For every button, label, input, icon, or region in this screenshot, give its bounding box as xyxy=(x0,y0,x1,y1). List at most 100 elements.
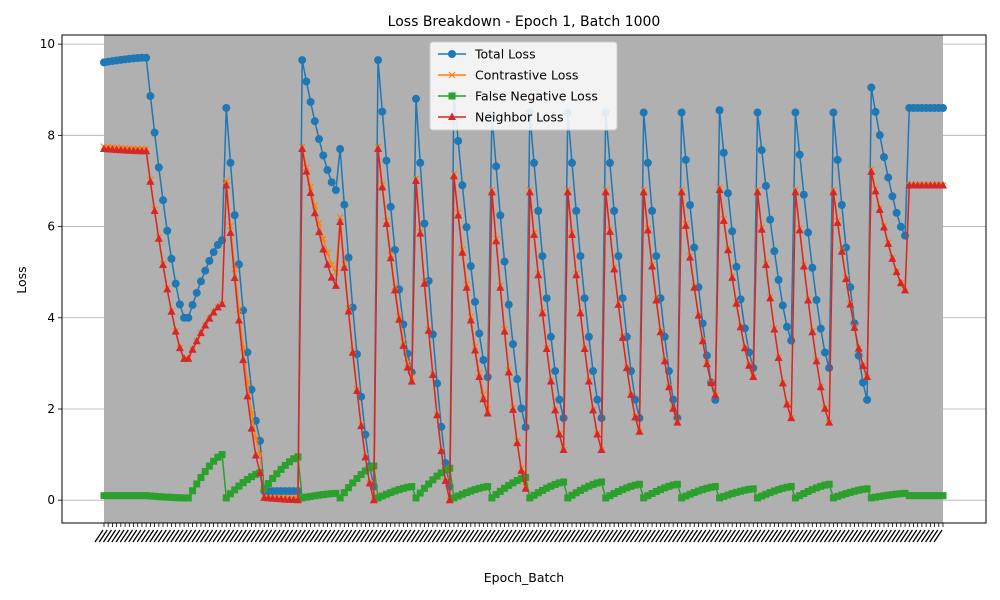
data-point xyxy=(551,367,560,376)
data-point xyxy=(196,277,205,286)
data-point xyxy=(154,234,163,242)
data-point xyxy=(867,167,876,175)
data-point xyxy=(635,427,644,435)
x-tick-label-mark xyxy=(933,529,943,543)
axes-border xyxy=(61,34,987,524)
x-tick-label-mark xyxy=(199,529,209,543)
x-tick-label-mark xyxy=(811,529,821,543)
data-point xyxy=(479,394,488,403)
data-point xyxy=(610,264,619,273)
data-point xyxy=(791,187,800,196)
data-point xyxy=(694,311,703,319)
data-point xyxy=(332,268,340,276)
data-point xyxy=(323,490,331,498)
data-point xyxy=(479,483,487,491)
data-point xyxy=(762,490,770,498)
data-point xyxy=(286,458,294,466)
data-point xyxy=(319,491,327,499)
data-point xyxy=(517,404,526,413)
x-tick-label-mark xyxy=(494,529,505,543)
x-tick-label-mark xyxy=(187,529,197,543)
data-point xyxy=(568,491,576,499)
data-point xyxy=(753,494,761,502)
data-point xyxy=(332,489,340,497)
data-point xyxy=(134,492,142,500)
data-point xyxy=(252,470,260,478)
data-point xyxy=(736,322,745,331)
data-point xyxy=(770,325,779,333)
y-tick-label: 8 xyxy=(47,128,55,142)
x-tick-label-mark xyxy=(895,529,905,543)
data-point xyxy=(361,467,369,475)
data-point xyxy=(310,117,319,126)
data-point xyxy=(597,445,606,454)
data-point xyxy=(387,489,395,497)
data-point xyxy=(732,299,741,307)
data-point xyxy=(850,487,858,495)
data-point xyxy=(614,300,623,308)
data-point xyxy=(534,489,542,497)
data-point xyxy=(872,493,880,501)
x-tick-label-mark xyxy=(220,529,231,543)
data-point xyxy=(509,479,517,487)
data-point xyxy=(564,494,572,502)
series-total-loss xyxy=(100,53,947,496)
data-point xyxy=(804,228,813,237)
data-point xyxy=(130,492,138,500)
data-point xyxy=(833,155,842,164)
x-tick-label-mark xyxy=(132,529,142,543)
data-point xyxy=(323,260,332,268)
data-point xyxy=(492,162,501,171)
data-point xyxy=(420,484,428,492)
data-point xyxy=(260,485,268,493)
data-point xyxy=(521,484,530,492)
y-tick-label: 6 xyxy=(47,220,55,234)
data-point xyxy=(605,158,614,167)
data-point xyxy=(255,436,264,445)
data-point xyxy=(820,348,829,357)
data-point xyxy=(741,486,749,494)
data-point xyxy=(589,367,598,376)
data-point xyxy=(716,494,724,502)
x-tick-label-mark xyxy=(916,529,926,543)
x-tick-label-mark xyxy=(570,529,580,543)
data-point xyxy=(382,490,390,498)
data-point xyxy=(382,219,391,227)
x-tick-label-mark xyxy=(153,529,163,543)
data-point xyxy=(302,167,311,175)
x-tick-label-mark xyxy=(107,529,117,543)
data-point xyxy=(500,327,509,335)
x-tick-label-mark xyxy=(469,529,479,543)
data-point xyxy=(593,395,602,404)
x-tick-label-mark xyxy=(136,529,146,543)
data-point xyxy=(614,487,622,495)
data-point xyxy=(732,488,740,496)
data-point xyxy=(492,236,501,245)
data-point xyxy=(922,492,930,500)
data-point xyxy=(344,307,353,315)
x-tick-label-mark xyxy=(861,529,871,543)
data-point xyxy=(720,492,728,500)
data-point xyxy=(243,476,251,484)
x-tick-label-mark xyxy=(925,529,935,543)
data-point xyxy=(863,372,872,381)
data-point xyxy=(816,382,825,391)
data-point xyxy=(323,166,332,175)
data-point xyxy=(644,492,652,500)
x-tick-label-mark xyxy=(271,529,281,543)
data-point xyxy=(108,492,116,500)
data-point xyxy=(349,479,357,487)
x-tick-label-mark xyxy=(634,529,644,543)
data-point xyxy=(496,487,504,495)
data-point xyxy=(231,486,239,494)
data-point xyxy=(311,492,319,500)
data-point xyxy=(184,313,193,322)
x-tick-label-mark xyxy=(541,529,551,543)
data-point xyxy=(319,151,328,160)
x-tick-label-mark xyxy=(402,529,412,543)
data-point xyxy=(340,200,349,209)
data-point xyxy=(534,270,543,279)
data-point xyxy=(888,254,897,262)
data-point xyxy=(100,492,108,500)
x-tick-label-mark xyxy=(511,529,521,543)
